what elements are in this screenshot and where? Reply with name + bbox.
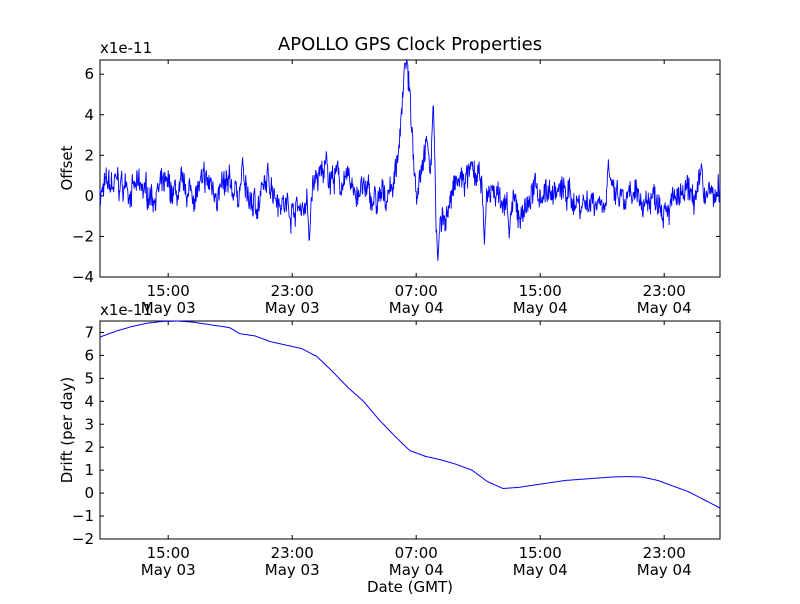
x-tick-time-label: 23:00: [271, 544, 314, 562]
x-tick-time-label: 15:00: [519, 282, 562, 300]
x-tick-date-label: May 04: [513, 299, 568, 317]
offset-line: [99, 58, 721, 261]
y-tick-label: 4: [84, 392, 94, 410]
x-tick-date-label: May 04: [637, 299, 692, 317]
y-tick-label: −1: [72, 507, 94, 525]
y-tick-label: 1: [84, 461, 94, 479]
y-tick-label: −4: [72, 268, 94, 286]
x-tick-time-label: 15:00: [147, 544, 190, 562]
x-axis-label: Date (GMT): [367, 578, 453, 596]
drift-y-axis-label: Drift (per day): [58, 377, 76, 484]
drift-series: [99, 320, 721, 509]
y-tick-label: 6: [84, 346, 94, 364]
x-tick-time-label: 15:00: [519, 544, 562, 562]
y-tick-label: 2: [84, 146, 94, 164]
x-tick-date-label: May 04: [389, 561, 444, 579]
x-tick-time-label: 23:00: [643, 282, 686, 300]
x-tick-date-label: May 03: [141, 299, 196, 317]
x-tick-date-label: May 03: [265, 299, 320, 317]
y-tick-label: 0: [84, 484, 94, 502]
x-tick-time-label: 07:00: [395, 282, 438, 300]
x-tick-date-label: May 04: [637, 561, 692, 579]
y-tick-label: 5: [84, 369, 94, 387]
y-tick-label: 0: [84, 187, 94, 205]
x-tick-time-label: 23:00: [643, 544, 686, 562]
y-tick-label: 3: [84, 415, 94, 433]
y-tick-label: 7: [84, 323, 94, 341]
x-tick-time-label: 07:00: [395, 544, 438, 562]
y-tick-label: 6: [84, 65, 94, 83]
offset-axes-frame: [99, 59, 721, 278]
y-tick-label: −2: [72, 227, 94, 245]
y-tick-label: −2: [72, 530, 94, 548]
x-tick-time-label: 15:00: [147, 282, 190, 300]
x-tick-date-label: May 03: [265, 561, 320, 579]
y-tick-label: 4: [84, 106, 94, 124]
drift-line: [99, 320, 721, 509]
x-tick-date-label: May 03: [141, 561, 196, 579]
chart-title: APOLLO GPS Clock Properties: [278, 34, 542, 55]
offset-y-axis-label: Offset: [58, 145, 76, 190]
x-tick-date-label: May 04: [513, 561, 568, 579]
offset-scale-label: x1e-11: [100, 39, 152, 57]
drift-scale-label: x1e-11: [100, 301, 152, 319]
offset-series: [99, 58, 721, 261]
x-tick-time-label: 23:00: [271, 282, 314, 300]
drift-axes-frame: [99, 320, 721, 540]
y-tick-label: 2: [84, 438, 94, 456]
x-tick-date-label: May 04: [389, 299, 444, 317]
